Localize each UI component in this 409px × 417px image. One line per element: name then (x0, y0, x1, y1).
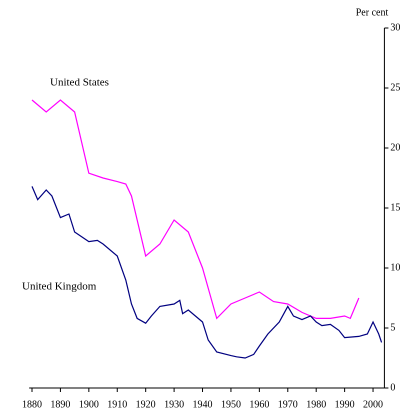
y-axis-label: Per cent (356, 7, 389, 18)
x-tick-label: 1910 (107, 399, 127, 410)
x-tick-label: 1970 (278, 399, 298, 410)
y-tick-label: 20 (390, 142, 400, 153)
y-tick-label: 5 (390, 322, 395, 333)
line (31, 99, 360, 320)
y-tick-label: 25 (390, 82, 400, 93)
y-tick-label: 10 (390, 262, 400, 273)
x-tick-label: 1920 (136, 399, 156, 410)
x-tick-label: 1950 (221, 399, 241, 410)
x-tick-label: 1890 (50, 399, 70, 410)
x-tick-label: 1990 (335, 399, 355, 410)
line (31, 186, 383, 359)
series-label: United States (50, 77, 109, 89)
y-tick-label: 0 (390, 382, 395, 393)
series-label: United Kingdom (22, 281, 97, 293)
x-tick-label: 1880 (22, 399, 42, 410)
x-tick-label: 1940 (193, 399, 213, 410)
x-tick-label: 1960 (249, 399, 269, 410)
x-tick-label: 2000 (363, 399, 383, 410)
x-tick-label: 1900 (79, 399, 99, 410)
y-tick-label: 30 (390, 22, 400, 33)
x-tick-label: 1980 (306, 399, 326, 410)
x-tick-label: 1930 (164, 399, 184, 410)
y-tick-label: 15 (390, 202, 400, 213)
